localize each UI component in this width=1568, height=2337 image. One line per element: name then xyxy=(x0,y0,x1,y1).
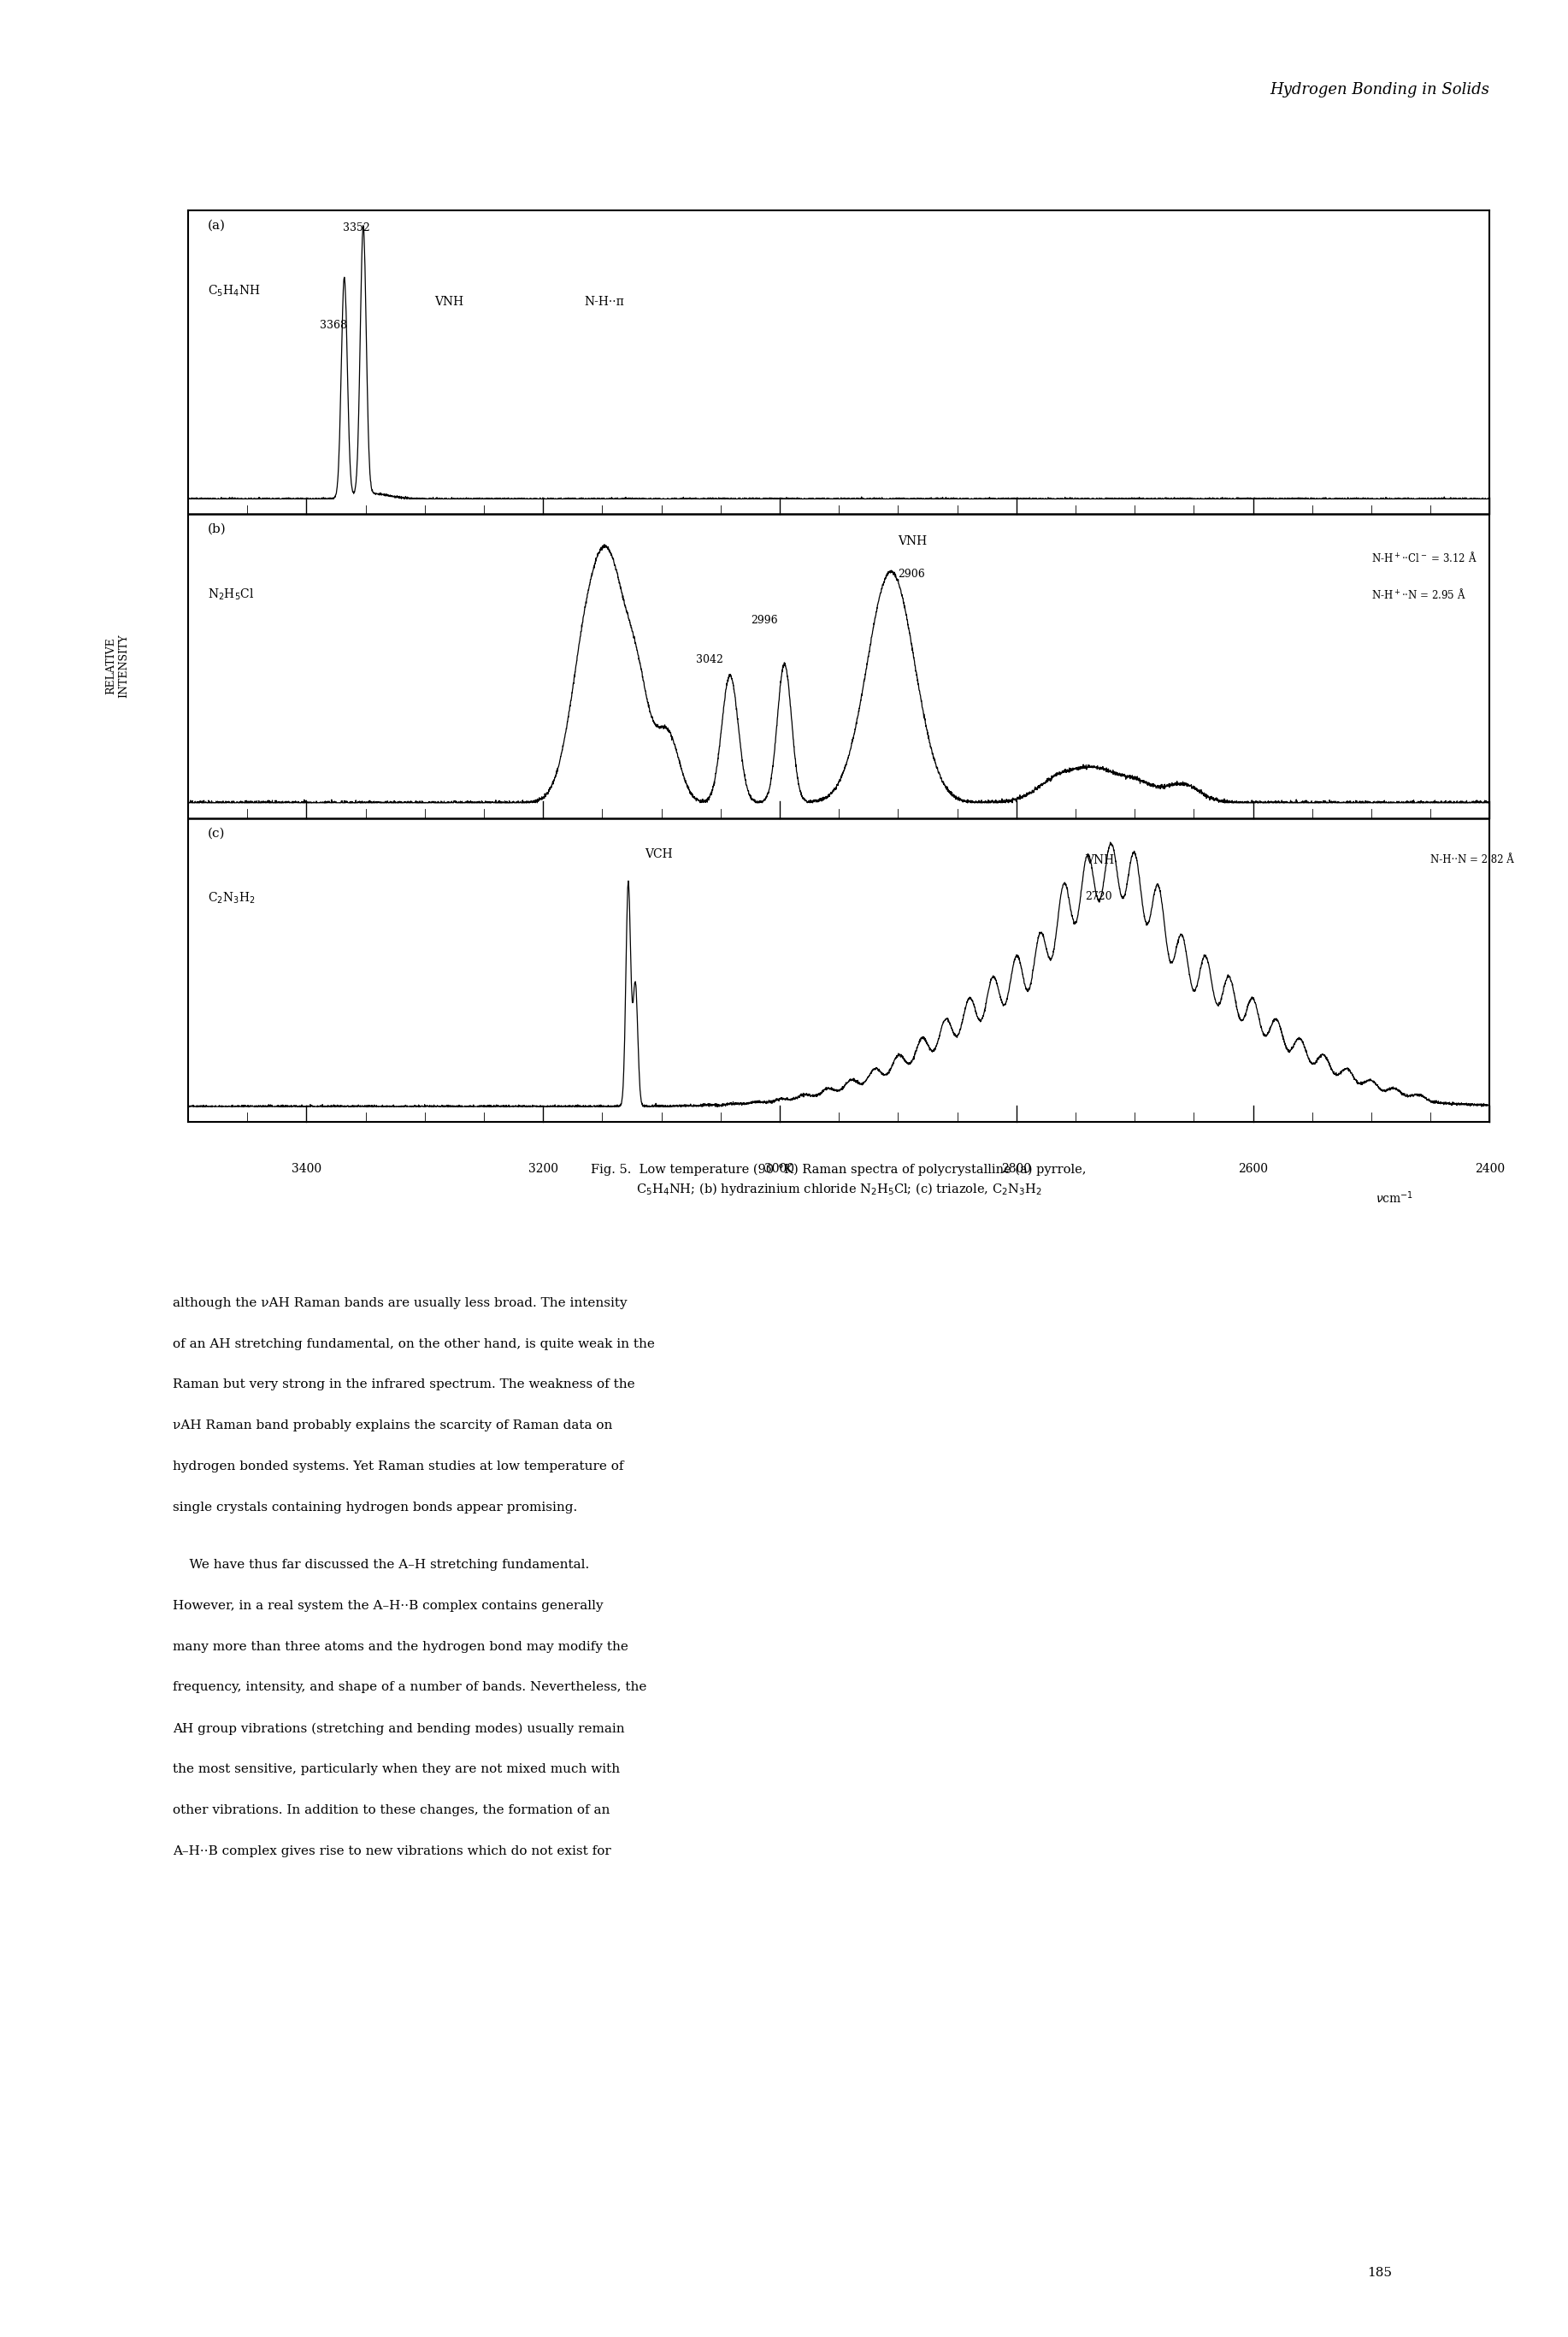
Text: νAH Raman band probably explains the scarcity of Raman data on: νAH Raman band probably explains the sca… xyxy=(172,1421,612,1433)
Text: 2600: 2600 xyxy=(1239,1164,1269,1176)
Text: of an AH stretching fundamental, on the other hand, is quite weak in the: of an AH stretching fundamental, on the … xyxy=(172,1337,654,1351)
Text: hydrogen bonded systems. Yet Raman studies at low temperature of: hydrogen bonded systems. Yet Raman studi… xyxy=(172,1461,624,1472)
Text: 3368: 3368 xyxy=(320,320,347,332)
Text: N-H··π: N-H··π xyxy=(585,294,624,308)
Text: AH group vibrations (stretching and bending modes) usually remain: AH group vibrations (stretching and bend… xyxy=(172,1722,624,1734)
Text: C$_5$H$_4$NH: C$_5$H$_4$NH xyxy=(207,283,260,299)
Text: 2400: 2400 xyxy=(1474,1164,1505,1176)
Text: However, in a real system the A–H··B complex contains generally: However, in a real system the A–H··B com… xyxy=(172,1601,604,1613)
Text: $\nu$cm$^{-1}$: $\nu$cm$^{-1}$ xyxy=(1377,1190,1414,1206)
Text: 3042: 3042 xyxy=(696,654,723,666)
Text: N-H··N = 2.82 Å: N-H··N = 2.82 Å xyxy=(1430,855,1515,865)
Text: single crystals containing hydrogen bonds appear promising.: single crystals containing hydrogen bond… xyxy=(172,1503,577,1514)
Text: Raman but very strong in the infrared spectrum. The weakness of the: Raman but very strong in the infrared sp… xyxy=(172,1379,635,1391)
Text: VNH: VNH xyxy=(434,294,464,308)
Text: N$_2$H$_5$Cl: N$_2$H$_5$Cl xyxy=(207,587,254,603)
Text: Fig. 5.  Low temperature (90 °K) Raman spectra of polycrystalline (a) pyrrole,
C: Fig. 5. Low temperature (90 °K) Raman sp… xyxy=(591,1164,1087,1197)
Text: RELATIVE
INTENSITY: RELATIVE INTENSITY xyxy=(105,633,130,699)
Text: We have thus far discussed the A–H stretching fundamental.: We have thus far discussed the A–H stret… xyxy=(172,1559,590,1570)
Text: A–H··B complex gives rise to new vibrations which do not exist for: A–H··B complex gives rise to new vibrati… xyxy=(172,1846,612,1858)
Text: N-H$^+$··N = 2.95 Å: N-H$^+$··N = 2.95 Å xyxy=(1372,587,1466,601)
Text: Hydrogen Bonding in Solids: Hydrogen Bonding in Solids xyxy=(1270,82,1490,98)
Text: 2906: 2906 xyxy=(897,568,925,580)
Text: (b): (b) xyxy=(207,523,226,535)
Text: other vibrations. In addition to these changes, the formation of an: other vibrations. In addition to these c… xyxy=(172,1804,610,1816)
Text: 3200: 3200 xyxy=(528,1164,558,1176)
Text: 2996: 2996 xyxy=(751,615,778,626)
Text: VNH: VNH xyxy=(897,535,927,547)
Text: 2800: 2800 xyxy=(1002,1164,1032,1176)
Text: (a): (a) xyxy=(207,220,226,231)
Text: 3352: 3352 xyxy=(343,222,370,234)
Text: VNH: VNH xyxy=(1085,855,1115,867)
Text: (c): (c) xyxy=(207,827,226,839)
Text: C$_2$N$_3$H$_2$: C$_2$N$_3$H$_2$ xyxy=(207,890,256,907)
Text: 3000: 3000 xyxy=(765,1164,795,1176)
Text: 185: 185 xyxy=(1367,2267,1392,2279)
Text: VCH: VCH xyxy=(644,848,673,860)
Text: 2720: 2720 xyxy=(1085,890,1112,902)
Text: frequency, intensity, and shape of a number of bands. Nevertheless, the: frequency, intensity, and shape of a num… xyxy=(172,1683,646,1694)
Text: the most sensitive, particularly when they are not mixed much with: the most sensitive, particularly when th… xyxy=(172,1764,619,1776)
Text: 3400: 3400 xyxy=(292,1164,321,1176)
Text: N-H$^+$··Cl$^-$ = 3.12 Å: N-H$^+$··Cl$^-$ = 3.12 Å xyxy=(1372,552,1477,563)
Text: many more than three atoms and the hydrogen bond may modify the: many more than three atoms and the hydro… xyxy=(172,1641,629,1652)
Text: although the νAH Raman bands are usually less broad. The intensity: although the νAH Raman bands are usually… xyxy=(172,1297,627,1309)
